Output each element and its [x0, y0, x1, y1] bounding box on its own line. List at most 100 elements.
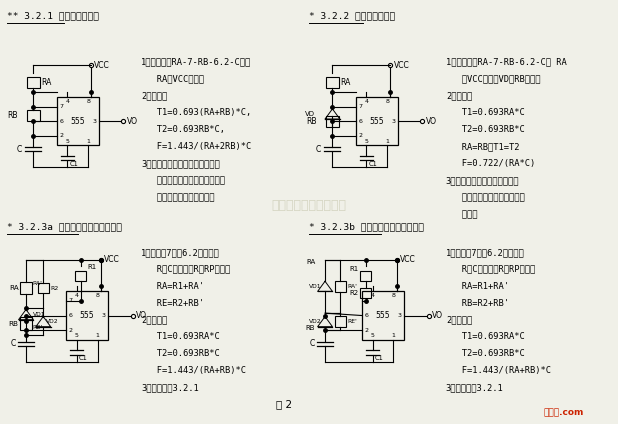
Text: RA: RA	[9, 285, 19, 291]
Bar	[335, 281, 346, 292]
Text: F=1.443/(RA+2RB)*C: F=1.443/(RA+2RB)*C	[142, 142, 252, 151]
Text: T2=0.693RB*C: T2=0.693RB*C	[142, 349, 220, 358]
Text: 2: 2	[59, 133, 63, 138]
Text: 、家电控制、检测仪器定时: 、家电控制、检测仪器定时	[446, 193, 525, 202]
Text: C: C	[17, 145, 22, 154]
Text: 3: 3	[92, 119, 96, 124]
Text: 555: 555	[70, 117, 85, 126]
Text: C1: C1	[69, 161, 78, 167]
Text: 图 2: 图 2	[276, 399, 292, 409]
Text: 2）公式：: 2）公式：	[446, 315, 472, 324]
Text: RA: RA	[340, 78, 350, 87]
Text: F=0.722/(RA*C): F=0.722/(RA*C)	[446, 159, 535, 168]
Text: 2: 2	[365, 328, 368, 332]
Text: C1: C1	[368, 161, 377, 167]
Text: VO: VO	[432, 311, 442, 320]
Text: 1）特点：7端和6.2端上下为: 1）特点：7端和6.2端上下为	[446, 248, 525, 257]
Text: 2）公式：: 2）公式：	[142, 315, 167, 324]
Text: RA: RA	[306, 259, 315, 265]
Bar	[20, 318, 32, 330]
Text: VCC: VCC	[394, 61, 409, 70]
Text: 555: 555	[376, 311, 391, 320]
Bar	[326, 116, 339, 127]
Text: C: C	[11, 339, 16, 348]
Text: 3: 3	[101, 313, 106, 318]
Text: 器、电源变换、定时器等: 器、电源变换、定时器等	[142, 193, 215, 202]
Text: 3: 3	[397, 313, 402, 318]
Text: RB: RB	[7, 112, 18, 120]
Text: 4: 4	[371, 293, 375, 298]
Text: RA=R1+RA': RA=R1+RA'	[142, 282, 205, 291]
Text: C1: C1	[375, 355, 383, 361]
Text: 6: 6	[358, 119, 362, 124]
Text: 6: 6	[69, 313, 72, 318]
Text: R2: R2	[349, 290, 358, 296]
Text: 1）特点：7端和6.2端上下为: 1）特点：7端和6.2端上下为	[142, 248, 220, 257]
Text: 8: 8	[386, 98, 389, 103]
Text: RE': RE'	[347, 319, 357, 324]
Text: F=1.443/(RA+RB)*C: F=1.443/(RA+RB)*C	[142, 366, 247, 375]
Text: VD2: VD2	[310, 319, 322, 324]
Text: 8: 8	[392, 293, 396, 298]
Text: 杭州将睿科技有限公司: 杭州将睿科技有限公司	[271, 199, 347, 212]
Text: RA=R1+RA': RA=R1+RA'	[446, 282, 509, 291]
Bar	[360, 271, 371, 281]
Text: 4: 4	[365, 98, 368, 103]
Text: VCC: VCC	[400, 255, 415, 264]
Text: T2=0.693RB*C: T2=0.693RB*C	[446, 126, 525, 134]
Text: 接线图.com: 接线图.com	[543, 408, 583, 417]
Text: 4: 4	[66, 98, 69, 103]
Text: VD: VD	[305, 111, 315, 117]
Text: 2: 2	[69, 328, 72, 332]
Text: * 3.2.2 间接反馈型无稳: * 3.2.2 间接反馈型无稳	[309, 11, 396, 20]
Bar	[335, 316, 346, 327]
Bar	[326, 78, 339, 88]
Text: C1: C1	[78, 355, 87, 361]
Text: RB: RB	[9, 321, 19, 327]
Text: 6: 6	[365, 313, 368, 318]
Text: T2=0.693RB*C: T2=0.693RB*C	[446, 349, 525, 358]
Text: 5: 5	[75, 333, 78, 338]
Bar	[66, 291, 108, 340]
Text: VO: VO	[426, 117, 436, 126]
Text: 3）用途：同3.2.1: 3）用途：同3.2.1	[142, 383, 199, 392]
Text: F=1.443/(RA+RB)*C: F=1.443/(RA+RB)*C	[446, 366, 551, 375]
Text: RA: RA	[41, 78, 51, 87]
Text: 3）用途：同3.2.1: 3）用途：同3.2.1	[446, 383, 504, 392]
Text: 8: 8	[96, 293, 99, 298]
Text: RB: RB	[307, 117, 317, 126]
Text: 1: 1	[392, 333, 396, 338]
Text: T2=0.693RB*C,: T2=0.693RB*C,	[142, 126, 226, 134]
Text: RA与VCC相连。: RA与VCC相连。	[142, 75, 205, 84]
Text: C: C	[316, 145, 321, 154]
Text: 2）公式：: 2）公式：	[142, 92, 167, 100]
Text: VO: VO	[127, 117, 137, 126]
Text: 3: 3	[391, 119, 396, 124]
Bar	[356, 97, 398, 145]
Text: * 3.2.3b 占空比可调脉冲振荡电路: * 3.2.3b 占空比可调脉冲振荡电路	[309, 223, 424, 232]
Text: T1=0.693RA*C: T1=0.693RA*C	[446, 109, 525, 117]
Text: 7: 7	[69, 298, 72, 304]
Text: 家电控制、电子玩具、检测仪: 家电控制、电子玩具、检测仪	[142, 176, 226, 185]
Text: 8: 8	[87, 98, 90, 103]
Text: RB': RB'	[33, 326, 43, 330]
Bar	[75, 271, 87, 281]
Text: 7: 7	[365, 298, 368, 304]
Text: VO: VO	[136, 311, 146, 320]
Text: RB=R2+RB': RB=R2+RB'	[446, 298, 509, 308]
Text: RA=RB时T1=T2: RA=RB时T1=T2	[446, 142, 519, 151]
Text: 5: 5	[365, 139, 368, 144]
Text: 3）用途：脉冲输出、音响告警、: 3）用途：脉冲输出、音响告警、	[142, 159, 220, 168]
Bar	[360, 288, 371, 298]
Text: 555: 555	[370, 117, 384, 126]
Text: 器等。: 器等。	[446, 210, 477, 219]
Text: RA': RA'	[33, 282, 43, 286]
Text: T1=0.693(RA+RB)*C,: T1=0.693(RA+RB)*C,	[142, 109, 252, 117]
Bar	[362, 291, 404, 340]
Text: R2: R2	[50, 286, 58, 290]
Text: 1）特点：「RA-7-RB-6.2-C」 RA: 1）特点：「RA-7-RB-6.2-C」 RA	[446, 58, 567, 67]
Bar	[57, 97, 99, 145]
Text: RA': RA'	[347, 284, 357, 289]
Text: VD2: VD2	[46, 319, 59, 324]
Text: 3）用途：方波输出、音响告警: 3）用途：方波输出、音响告警	[446, 176, 519, 185]
